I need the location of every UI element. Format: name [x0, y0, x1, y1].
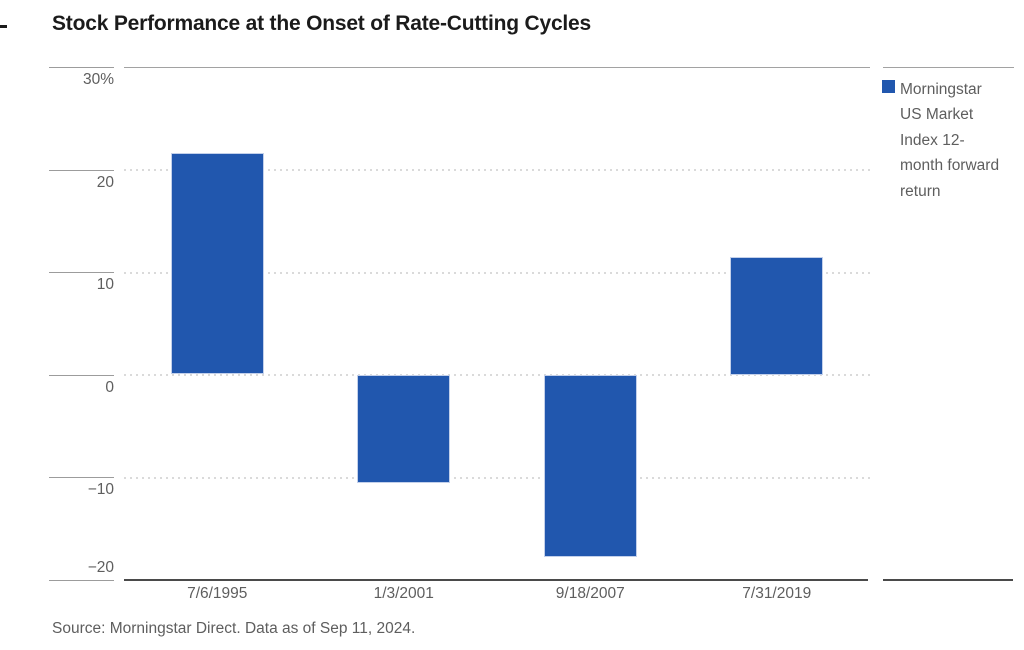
y-tick-line — [49, 579, 114, 581]
gridline — [124, 169, 870, 171]
legend-label-line: Morningstar — [900, 81, 982, 98]
gridline — [124, 476, 870, 479]
y-tick-label: 30% — [82, 71, 114, 88]
y-tick-line — [49, 272, 114, 273]
page-edge-mark — [0, 25, 7, 28]
legend-label-line: return — [900, 182, 941, 200]
legend-label-line: Index 12- — [900, 131, 965, 149]
y-tick-line — [49, 67, 114, 68]
legend-swatch-icon — [882, 80, 895, 93]
source-note: Source: Morningstar Direct. Data as of S… — [52, 620, 416, 637]
y-tick-line — [49, 374, 114, 376]
x-axis-line — [124, 578, 868, 581]
x-tick-label: 7/31/2019 — [742, 585, 812, 602]
chart-title: Stock Performance at the Onset of Rate-C… — [52, 12, 592, 35]
bar-7-6-1995 — [170, 153, 264, 375]
y-tick-line — [49, 169, 114, 171]
y-tick-label: −10 — [87, 481, 114, 498]
bar-7-31-2019 — [730, 256, 824, 375]
x-tick-label: 9/18/2007 — [555, 585, 625, 602]
gridline — [124, 374, 870, 376]
x-tick-label: 7/6/1995 — [187, 585, 248, 602]
gridline — [124, 271, 870, 274]
legend-label-line: US Market — [900, 106, 974, 124]
legend-panel-bottom-border — [883, 578, 1013, 581]
chart-legend: Morningstar US Market Index 12- month fo… — [882, 77, 999, 204]
plot-top-border — [124, 67, 870, 68]
y-tick-label: −20 — [87, 558, 114, 576]
legend-label-line: month forward — [900, 157, 1000, 175]
legend-panel-top-border — [883, 67, 1014, 68]
bar-1-3-2001 — [357, 374, 451, 484]
y-tick-label: 0 — [105, 378, 114, 396]
bar-9-18-2007 — [543, 374, 637, 557]
x-tick-label: 1/3/2001 — [373, 585, 434, 602]
y-tick-label: 10 — [96, 276, 114, 293]
legend-label: Morningstar US Market Index 12- month fo… — [900, 77, 999, 204]
y-tick-label: 20 — [96, 173, 114, 191]
y-tick-line — [49, 477, 114, 478]
